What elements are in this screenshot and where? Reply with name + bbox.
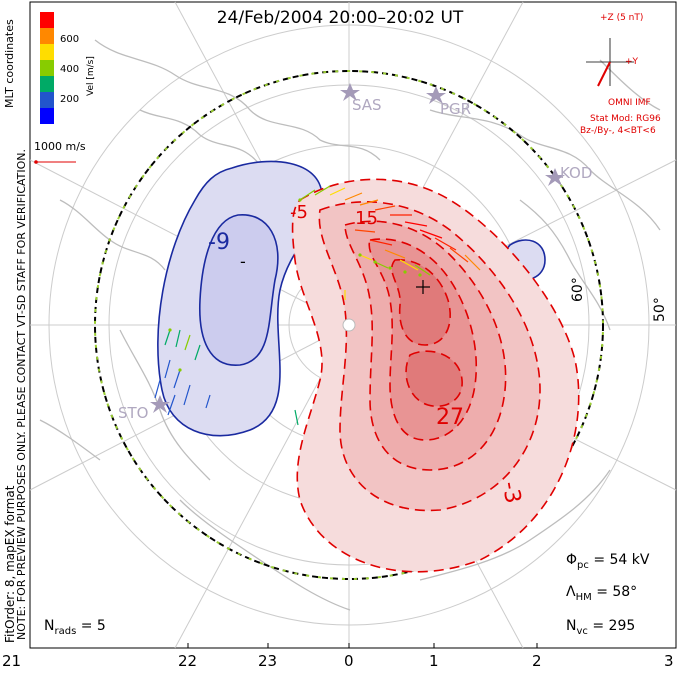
hm-boundary <box>94 70 604 580</box>
station-kod: KOD <box>560 164 593 182</box>
colorbar-title: Vel [m/s] <box>86 56 96 96</box>
vector-origins <box>168 198 422 372</box>
colorbar-swatches <box>40 12 54 124</box>
contour-label-3: -3 <box>496 479 526 506</box>
colorbar-tick-600: 600 <box>60 34 80 45</box>
colorbar-tick-400: 400 <box>60 64 80 75</box>
contour-label-27: 27 <box>436 405 464 430</box>
positive-cell <box>291 178 580 573</box>
potential-min-marker: - <box>240 252 246 271</box>
mlt-label-22: 22 <box>178 652 198 670</box>
nrads-symbol: N <box>44 618 55 634</box>
contour-label-neg9: -9 <box>208 230 230 255</box>
imf-source: OMNI IMF <box>608 98 651 108</box>
nvc-subscript: vc <box>576 625 588 637</box>
latitude-60-label: 60° <box>570 277 586 302</box>
latitude-50-label: 50° <box>652 297 668 322</box>
phi-subscript: pc <box>577 559 589 571</box>
hm-boundary-latitude: ΛHM = 58° <box>566 584 637 603</box>
potential-max-marker <box>416 280 430 294</box>
mlt-label-3: 3 <box>664 652 674 670</box>
phi-value: = 54 kV <box>593 552 650 568</box>
contour-label-15: 15 <box>355 208 378 229</box>
phi-symbol: Φ <box>566 552 578 568</box>
station-sas: SAS <box>352 96 382 114</box>
hm-boundary-accent <box>94 70 604 580</box>
mlt-label-21: 21 <box>2 652 22 670</box>
station-pgr: PGR <box>440 100 472 118</box>
station-sto: STO <box>118 404 149 422</box>
nrads-subscript: rads <box>54 625 77 637</box>
preview-note: NOTE: FOR PREVIEW PURPOSES ONLY. PLEASE … <box>15 148 28 640</box>
coordinates-label: MLT coordinates <box>3 19 16 108</box>
velocity-vectors <box>154 185 481 426</box>
lambda-subscript: HM <box>575 591 592 603</box>
map-title: 24/Feb/2004 20:00–20:02 UT <box>216 8 464 28</box>
mlt-ticks <box>29 643 677 648</box>
lambda-symbol: Λ <box>566 584 576 600</box>
pole-marker <box>342 318 356 332</box>
mlt-label-23: 23 <box>258 652 278 670</box>
scale-vector-label: 1000 m/s <box>34 140 86 153</box>
imf-model: Stat Mod: RG96 <box>590 114 661 124</box>
station-markers <box>150 83 565 413</box>
scale-vector-origin <box>34 160 38 164</box>
imf-dial <box>586 38 634 87</box>
mlt-label-0: 0 <box>344 652 354 670</box>
colorbar-tick-200: 200 <box>60 94 80 105</box>
nvc-value: = 295 <box>592 618 636 634</box>
cross-polar-potential: Φpc = 54 kV <box>566 552 649 571</box>
imf-vector <box>597 61 611 87</box>
contour-label-5: -5 <box>290 202 308 223</box>
imf-y-label: +Y <box>625 57 639 67</box>
lambda-value: = 58° <box>596 584 638 600</box>
mlt-label-2: 2 <box>532 652 542 670</box>
imf-z-label: +Z (5 nT) <box>600 13 644 23</box>
vector-count: Nvc = 295 <box>566 618 635 637</box>
nvc-symbol: N <box>566 618 577 634</box>
mlt-label-1: 1 <box>429 652 439 670</box>
radar-count: Nrads = 5 <box>44 618 106 637</box>
imf-condition: Bz-/By-, 4<BT<6 <box>580 126 656 136</box>
nrads-value: = 5 <box>80 618 106 634</box>
